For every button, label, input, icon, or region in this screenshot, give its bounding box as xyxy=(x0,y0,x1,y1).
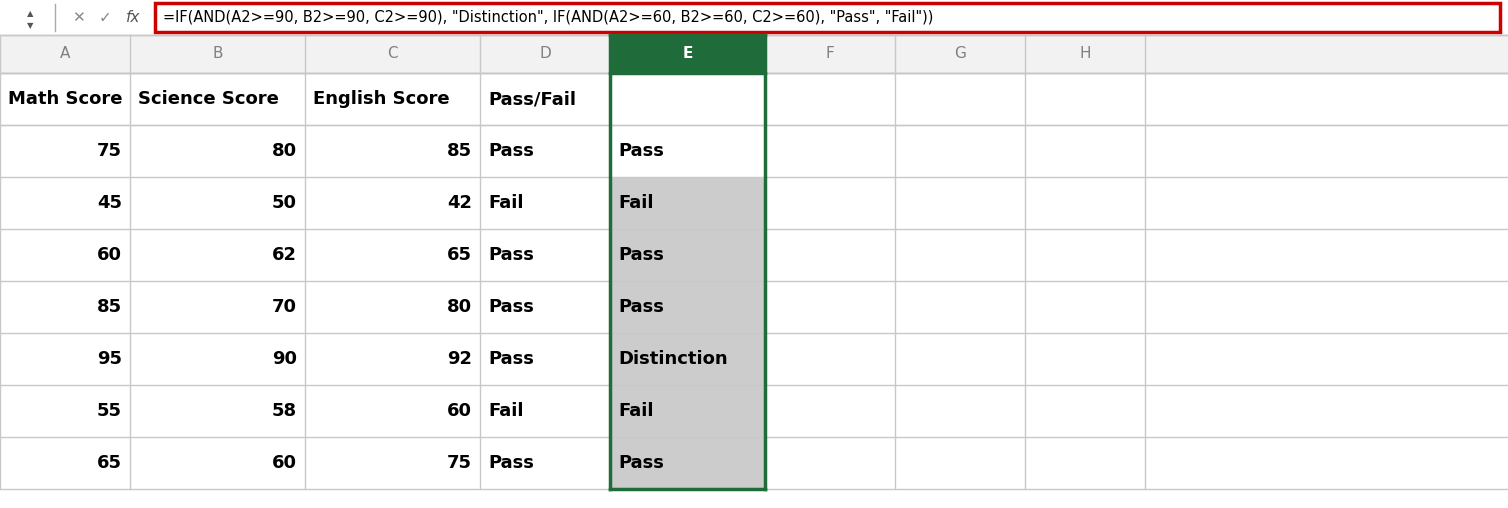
Text: =IF(AND(A2>=90, B2>=90, C2>=90), "Distinction", IF(AND(A2>=60, B2>=60, C2>=60), : =IF(AND(A2>=90, B2>=90, C2>=90), "Distin… xyxy=(163,10,933,25)
Text: C: C xyxy=(388,47,398,61)
Text: Fail: Fail xyxy=(489,194,523,212)
Text: ▲: ▲ xyxy=(27,9,33,18)
Text: Pass: Pass xyxy=(489,298,534,316)
Text: 65: 65 xyxy=(446,246,472,264)
Text: 60: 60 xyxy=(446,402,472,420)
Bar xyxy=(611,333,765,385)
Text: 80: 80 xyxy=(271,142,297,160)
Text: 60: 60 xyxy=(271,454,297,472)
Text: 92: 92 xyxy=(446,350,472,368)
Text: Pass: Pass xyxy=(618,142,664,160)
Text: 45: 45 xyxy=(97,194,122,212)
Bar xyxy=(155,3,1500,32)
Text: Fail: Fail xyxy=(489,402,523,420)
Bar xyxy=(611,35,765,73)
Text: Pass: Pass xyxy=(618,246,664,264)
Text: fx: fx xyxy=(125,10,140,25)
Bar xyxy=(611,385,765,437)
Text: 95: 95 xyxy=(97,350,122,368)
Text: F: F xyxy=(825,47,834,61)
Text: Math Score: Math Score xyxy=(8,90,122,108)
Text: 50: 50 xyxy=(271,194,297,212)
Text: Pass: Pass xyxy=(489,246,534,264)
Text: Pass: Pass xyxy=(618,454,664,472)
Text: Distinction: Distinction xyxy=(618,350,728,368)
Text: A: A xyxy=(60,47,71,61)
Text: Pass/Fail: Pass/Fail xyxy=(489,90,576,108)
Bar xyxy=(0,73,1508,489)
Bar xyxy=(0,35,1508,73)
Text: H: H xyxy=(1080,47,1090,61)
Text: 42: 42 xyxy=(446,194,472,212)
Bar xyxy=(611,177,765,229)
Text: 65: 65 xyxy=(97,454,122,472)
Text: 85: 85 xyxy=(446,142,472,160)
Text: B: B xyxy=(213,47,223,61)
Text: 60: 60 xyxy=(97,246,122,264)
Text: 85: 85 xyxy=(97,298,122,316)
Text: English Score: English Score xyxy=(314,90,449,108)
Text: 70: 70 xyxy=(271,298,297,316)
Text: ✕: ✕ xyxy=(71,10,84,25)
Text: 55: 55 xyxy=(97,402,122,420)
Text: 62: 62 xyxy=(271,246,297,264)
Text: Pass: Pass xyxy=(618,298,664,316)
Text: Fail: Fail xyxy=(618,402,653,420)
Text: G: G xyxy=(955,47,967,61)
Bar xyxy=(611,437,765,489)
Text: 80: 80 xyxy=(446,298,472,316)
Bar xyxy=(611,229,765,281)
Text: Pass: Pass xyxy=(489,350,534,368)
Text: 75: 75 xyxy=(446,454,472,472)
Bar xyxy=(611,281,765,333)
Text: D: D xyxy=(540,47,550,61)
Text: ✓: ✓ xyxy=(98,10,112,25)
Bar xyxy=(611,125,765,177)
Text: Pass: Pass xyxy=(489,142,534,160)
Text: 75: 75 xyxy=(97,142,122,160)
Text: ▼: ▼ xyxy=(27,21,33,29)
Text: E: E xyxy=(682,47,692,61)
Text: Fail: Fail xyxy=(618,194,653,212)
Bar xyxy=(0,0,1508,35)
Text: 58: 58 xyxy=(271,402,297,420)
Text: 90: 90 xyxy=(271,350,297,368)
Text: Science Score: Science Score xyxy=(139,90,279,108)
Text: Pass: Pass xyxy=(489,454,534,472)
